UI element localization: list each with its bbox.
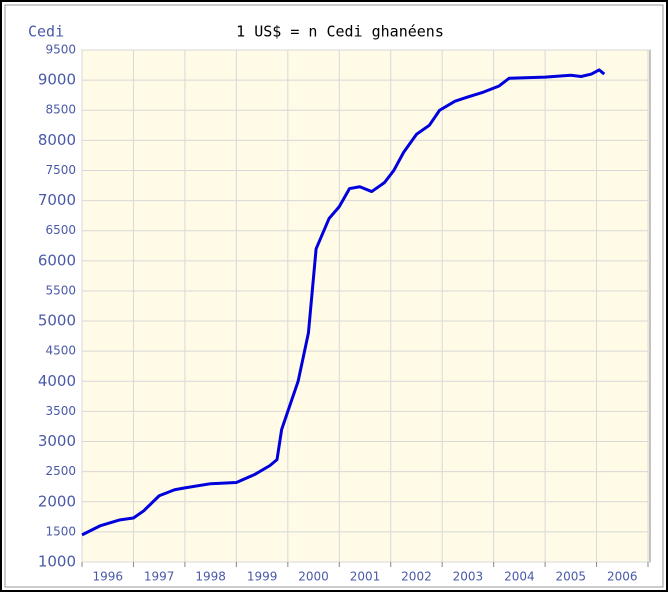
data-line <box>81 68 606 537</box>
y-tick-label: 6000 <box>38 251 76 269</box>
y-tick-label: 7000 <box>38 191 76 209</box>
x-tick-label: 1997 <box>144 570 175 584</box>
y-tick-label: 2000 <box>38 492 76 510</box>
x-tick-label: 2005 <box>556 570 587 584</box>
y-tick-label: 8000 <box>38 131 76 149</box>
y-tick-label: 7500 <box>45 163 76 177</box>
x-tick-label: 2004 <box>504 570 535 584</box>
y-tick-label: 4500 <box>45 344 76 358</box>
y-tick-label: 3500 <box>45 404 76 418</box>
x-tick-label: 2000 <box>298 570 329 584</box>
y-tick-label: 1500 <box>45 524 76 538</box>
inner-frame <box>4 4 664 588</box>
x-tick-label: 1998 <box>195 570 226 584</box>
y-tick-label: 6500 <box>45 223 76 237</box>
x-tick-label: 1999 <box>247 570 278 584</box>
y-tick-label: 2500 <box>45 464 76 478</box>
x-tick-label: 2003 <box>453 570 484 584</box>
x-tick-label: 1996 <box>92 570 123 584</box>
x-tick-label: 2006 <box>607 570 638 584</box>
x-tick-label: 2002 <box>401 570 432 584</box>
y-axis-label: Cedi <box>28 23 64 41</box>
y-tick-label: 9000 <box>38 71 76 89</box>
y-tick-label: 8500 <box>45 103 76 117</box>
y-tick-label: 9500 <box>45 43 76 57</box>
plot-area <box>81 49 651 563</box>
y-tick-label: 4000 <box>38 372 76 390</box>
y-tick-label: 3000 <box>38 432 76 450</box>
x-tick-label: 2001 <box>350 570 381 584</box>
chart-title: 1 US$ = n Cedi ghanéens <box>236 23 444 41</box>
y-tick-label: 1000 <box>38 553 76 571</box>
y-tick-label: 5500 <box>45 283 76 297</box>
y-tick-label: 5000 <box>38 312 76 330</box>
